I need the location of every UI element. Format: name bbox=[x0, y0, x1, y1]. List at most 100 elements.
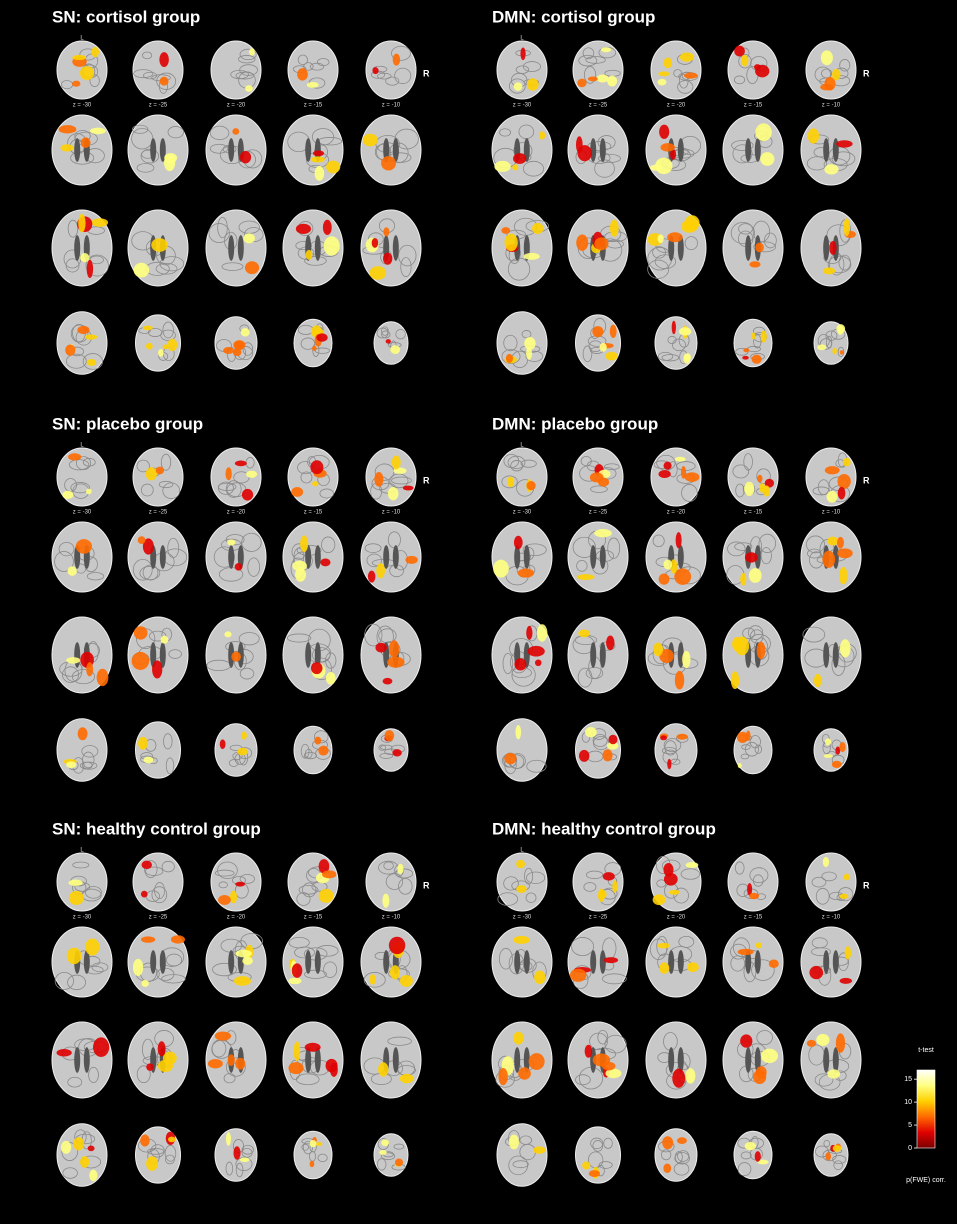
brain-slice bbox=[56, 852, 108, 912]
brain-slice bbox=[282, 1021, 344, 1099]
orientation-right: R bbox=[423, 880, 430, 890]
brain-slice bbox=[282, 926, 344, 998]
brain-slice bbox=[645, 926, 707, 998]
panel-title: DMN: cortisol group bbox=[492, 7, 655, 26]
brain-slice bbox=[360, 1021, 422, 1099]
brain-slice bbox=[575, 1126, 621, 1184]
brain-slice bbox=[491, 1021, 553, 1099]
brain-slice bbox=[287, 852, 339, 912]
brain-slice bbox=[650, 447, 702, 507]
brain-slice bbox=[135, 314, 181, 372]
brain-slice bbox=[800, 114, 862, 186]
slice-label: z = -10 bbox=[822, 915, 841, 921]
brain-slice bbox=[491, 114, 553, 186]
brain-slice bbox=[813, 728, 849, 772]
brain-slice bbox=[727, 852, 779, 912]
slice-label: z = -15 bbox=[304, 103, 323, 109]
brain-slice bbox=[727, 447, 779, 507]
slice-label: z = -30 bbox=[73, 103, 92, 109]
brain-slice bbox=[210, 852, 262, 912]
brain-slice bbox=[127, 926, 189, 998]
brain-slice bbox=[496, 852, 548, 912]
brain-slice bbox=[800, 209, 862, 287]
brain-slice bbox=[127, 209, 189, 287]
brain-slice bbox=[650, 40, 702, 100]
brain-slice bbox=[210, 447, 262, 507]
brain-slice bbox=[205, 209, 267, 287]
brain-slice bbox=[722, 209, 784, 287]
orientation-right: R bbox=[863, 880, 870, 890]
brain-slice bbox=[127, 1021, 189, 1099]
slice-label: z = -10 bbox=[822, 510, 841, 516]
brain-slice bbox=[572, 40, 624, 100]
brain-slice bbox=[496, 40, 548, 100]
brain-slice bbox=[51, 209, 113, 287]
slice-label: z = -20 bbox=[227, 103, 246, 109]
brain-slice bbox=[51, 926, 113, 998]
brain-slice bbox=[722, 926, 784, 998]
brain-slice bbox=[205, 616, 267, 694]
brain-slice bbox=[132, 852, 184, 912]
orientation-left: L bbox=[520, 443, 524, 449]
slice-label: z = -20 bbox=[667, 510, 686, 516]
brain-slice bbox=[287, 40, 339, 100]
brain-slice bbox=[722, 114, 784, 186]
slice-label: z = -25 bbox=[589, 510, 608, 516]
brain-slice bbox=[365, 447, 417, 507]
brain-slice bbox=[733, 318, 773, 368]
orientation-right: R bbox=[863, 68, 870, 78]
panel-title: DMN: placebo group bbox=[492, 414, 658, 433]
panel-title: SN: healthy control group bbox=[52, 819, 261, 838]
slice-label: z = -15 bbox=[304, 510, 323, 516]
brain-slice bbox=[205, 926, 267, 998]
brain-slice bbox=[360, 926, 422, 998]
brain-slice bbox=[214, 723, 258, 777]
brain-slice bbox=[287, 447, 339, 507]
brain-slice bbox=[733, 725, 773, 775]
orientation-right: R bbox=[423, 68, 430, 78]
colorbar-tick-label: 5 bbox=[908, 1122, 912, 1129]
brain-slice bbox=[491, 616, 553, 694]
brain-slice bbox=[214, 1128, 258, 1182]
brain-slice bbox=[205, 1021, 267, 1099]
slice-label: z = -20 bbox=[667, 915, 686, 921]
brain-slice bbox=[800, 521, 862, 593]
brain-slice bbox=[645, 521, 707, 593]
brain-slice bbox=[800, 616, 862, 694]
brain-slice bbox=[722, 521, 784, 593]
brain-slice bbox=[800, 1021, 862, 1099]
brain-slice bbox=[813, 321, 849, 365]
brain-slice bbox=[127, 114, 189, 186]
slice-label: z = -30 bbox=[513, 510, 532, 516]
slice-label: z = -10 bbox=[382, 510, 401, 516]
brain-slice bbox=[491, 209, 553, 287]
brain-slice bbox=[51, 114, 113, 186]
brain-slice bbox=[800, 926, 862, 998]
brain-slice bbox=[282, 114, 344, 186]
slice-label: z = -30 bbox=[73, 915, 92, 921]
brain-slice bbox=[567, 616, 629, 694]
brain-slice bbox=[293, 318, 333, 368]
brain-slice bbox=[51, 521, 113, 593]
brain-slice bbox=[645, 209, 707, 287]
slice-label: z = -20 bbox=[227, 915, 246, 921]
brain-slice bbox=[282, 521, 344, 593]
orientation-right: R bbox=[423, 475, 430, 485]
slice-label: z = -15 bbox=[744, 103, 763, 109]
slice-label: z = -10 bbox=[822, 103, 841, 109]
slice-label: z = -25 bbox=[149, 103, 168, 109]
brain-slice bbox=[805, 852, 857, 912]
brain-slice bbox=[722, 616, 784, 694]
orientation-left: L bbox=[80, 848, 84, 854]
brain-slice bbox=[805, 447, 857, 507]
brain-slice bbox=[654, 316, 698, 370]
slice-label: z = -10 bbox=[382, 103, 401, 109]
brain-slice bbox=[56, 718, 108, 782]
brain-slice bbox=[491, 521, 553, 593]
brain-slice bbox=[127, 616, 189, 694]
slice-label: z = -15 bbox=[744, 915, 763, 921]
brain-slice bbox=[645, 114, 707, 186]
brain-slice bbox=[373, 728, 409, 772]
brain-slice bbox=[205, 521, 267, 593]
